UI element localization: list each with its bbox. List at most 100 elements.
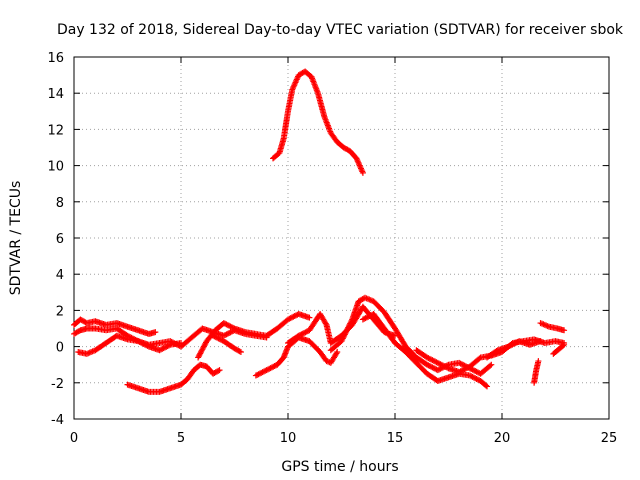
data-point: [224, 322, 231, 329]
x-tick-label: 0: [70, 431, 78, 446]
data-point: [363, 314, 370, 321]
x-tick-label: 10: [280, 431, 297, 446]
data-point: [432, 365, 439, 372]
data-point: [426, 363, 433, 370]
data-point: [444, 364, 451, 371]
data-point: [264, 366, 271, 373]
data-point: [430, 357, 437, 364]
data-point: [535, 358, 542, 365]
data-point: [469, 366, 476, 373]
y-tick-label: -4: [51, 413, 64, 428]
data-point: [425, 355, 432, 362]
x-axis-label: GPS time / hours: [281, 459, 398, 475]
data-point: [461, 366, 468, 373]
data-point: [254, 371, 261, 378]
data-point: [437, 361, 444, 368]
series-arc-mid-4: [359, 311, 491, 390]
data-point: [139, 340, 146, 347]
data-point: [135, 338, 142, 345]
data-point: [230, 324, 237, 331]
data-point: [466, 372, 473, 379]
data-point: [290, 313, 297, 320]
data-point: [429, 364, 436, 371]
series-arc-late-3: [531, 358, 542, 386]
data-point: [224, 330, 231, 337]
series-arc-early-1: [71, 316, 159, 337]
data-point: [136, 338, 143, 345]
data-point: [165, 342, 172, 349]
y-tick-label: -2: [51, 377, 64, 392]
data-point: [343, 327, 350, 334]
data-point: [470, 367, 477, 374]
series-arc-early-4: [124, 361, 223, 395]
data-point: [222, 332, 229, 339]
data-point: [340, 334, 347, 341]
data-point: [237, 349, 244, 356]
data-point: [508, 342, 515, 349]
data-point: [260, 368, 267, 375]
series-arc-late-5: [550, 341, 568, 357]
data-point: [159, 345, 166, 352]
series-arc-late-4: [537, 320, 568, 334]
data-point: [506, 342, 513, 349]
data-point: [487, 362, 494, 369]
data-point: [211, 333, 218, 340]
data-point: [303, 328, 310, 335]
data-point: [430, 365, 437, 372]
data-point: [141, 341, 148, 348]
series-arc-late-1: [413, 336, 568, 375]
data-point: [227, 329, 234, 336]
data-point: [436, 366, 443, 373]
data-point: [301, 330, 308, 337]
data-point: [302, 329, 309, 336]
data-point: [287, 315, 294, 322]
data-point: [286, 315, 293, 322]
data-point: [366, 313, 373, 320]
data-point: [436, 360, 443, 367]
data-point: [345, 323, 352, 330]
y-tick-label: 10: [47, 160, 64, 175]
data-point: [464, 364, 471, 371]
x-tick-label: 20: [494, 431, 511, 446]
data-point: [361, 315, 368, 322]
data-point: [472, 375, 479, 382]
data-point: [223, 321, 230, 328]
data-point: [434, 367, 441, 374]
x-axis-ticks: 0 5 10 15 20 25: [70, 57, 617, 446]
data-point: [226, 322, 233, 329]
data-point: [295, 332, 302, 339]
data-point: [212, 334, 219, 341]
data-point: [456, 368, 463, 375]
data-point: [434, 359, 441, 366]
data-point: [306, 314, 313, 321]
data-point: [342, 330, 349, 337]
y-tick-label: 6: [56, 232, 64, 247]
data-point: [339, 335, 346, 342]
data-point: [322, 320, 329, 327]
y-tick-label: 12: [47, 123, 64, 138]
y-tick-label: 0: [56, 341, 64, 356]
data-point: [289, 314, 296, 321]
data-point: [468, 373, 475, 380]
data-point: [143, 342, 150, 349]
chart-title: Day 132 of 2018, Sidereal Day-to-day VTE…: [57, 22, 624, 38]
data-point: [458, 367, 465, 374]
data-point: [333, 350, 340, 357]
data-point: [474, 376, 481, 383]
data-point: [220, 320, 227, 327]
data-point: [163, 343, 170, 350]
data-point: [343, 328, 350, 335]
data-point: [156, 347, 163, 354]
data-point: [513, 339, 520, 346]
data-point: [512, 340, 519, 347]
data-point: [178, 339, 184, 346]
data-point: [438, 361, 445, 368]
data-point: [222, 320, 229, 327]
data-point: [561, 327, 568, 334]
data-point: [341, 332, 348, 339]
y-tick-label: 2: [56, 304, 64, 319]
data-point: [429, 357, 436, 364]
data-point: [161, 344, 168, 351]
data-point: [344, 325, 351, 332]
data-point: [456, 359, 463, 366]
